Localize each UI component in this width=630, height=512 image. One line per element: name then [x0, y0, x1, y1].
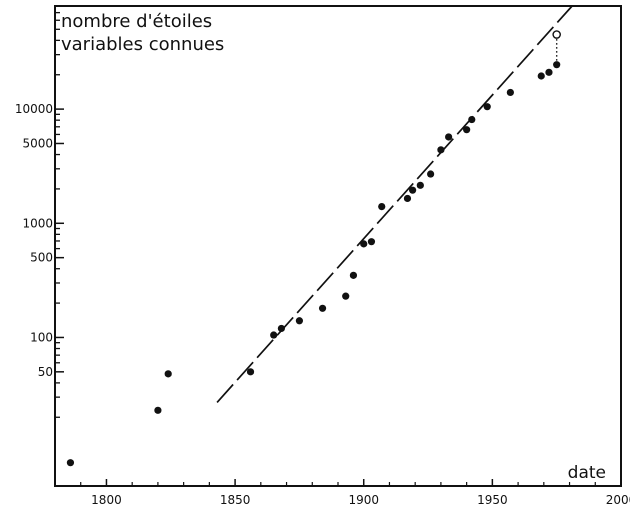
y-tick-label: 50: [38, 365, 53, 379]
y-axis: 50 100 500 1000 5000 10000: [15, 5, 64, 418]
data-point: [349, 271, 358, 279]
x-tick-label: 2000: [606, 493, 630, 507]
data-point: [154, 406, 162, 414]
data-point: [66, 459, 75, 467]
chart-title-line-2: variables connues: [61, 34, 224, 55]
data-point: [318, 304, 327, 312]
data-point: [468, 115, 476, 124]
data-point: [506, 88, 514, 97]
data-point: [537, 72, 545, 80]
data-point: [246, 368, 255, 376]
y-tick-label: 1000: [22, 216, 53, 230]
x-tick-label: 1950: [477, 493, 508, 507]
data-point: [545, 68, 553, 76]
x-tick-label: 1900: [348, 493, 379, 507]
data-point: [342, 292, 350, 300]
data-point: [445, 133, 453, 141]
data-point: [463, 126, 471, 134]
trend-line: [216, 5, 573, 403]
open-data-point: [552, 30, 561, 39]
data-point: [416, 181, 424, 189]
plot-frame: [54, 5, 622, 487]
data-point: [277, 324, 285, 333]
y-tick-label: 5000: [22, 136, 53, 150]
y-tick-label: 10000: [15, 102, 53, 116]
x-tick-label: 1800: [91, 493, 122, 507]
x-axis: 1800 1850 1900 1950 2000: [80, 479, 630, 507]
y-tick-label: 100: [30, 330, 53, 344]
data-point: [403, 194, 412, 203]
data-point: [409, 186, 417, 194]
data-point: [270, 331, 278, 339]
data-point: [367, 238, 376, 246]
x-tick-label: 1850: [220, 493, 251, 507]
data-point: [437, 146, 445, 154]
data-point: [553, 61, 561, 69]
chart-title-line-1: nombre d'étoiles: [61, 11, 212, 32]
data-point: [483, 103, 491, 111]
x-axis-label: date: [568, 463, 606, 483]
data-point: [427, 170, 435, 178]
data-point: [295, 317, 304, 325]
data-points: [66, 30, 561, 467]
data-point: [360, 240, 368, 248]
data-point: [164, 370, 172, 378]
trend-line-path: [216, 5, 573, 403]
data-point: [378, 202, 386, 211]
y-tick-label: 500: [30, 251, 53, 265]
